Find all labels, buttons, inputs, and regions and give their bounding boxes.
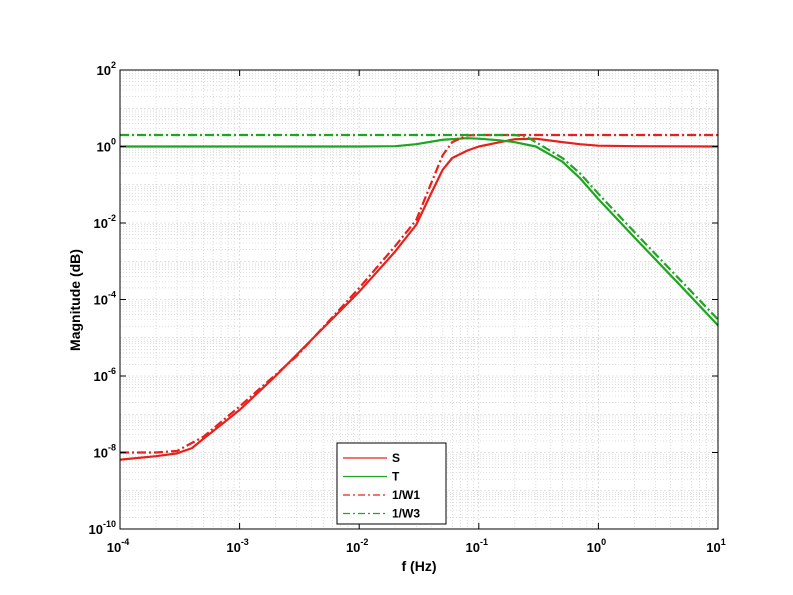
- series-line-1w1: [120, 133, 718, 454]
- legend: ST 1/W1 1/W3: [336, 442, 447, 525]
- y-tick-label: 10-6: [94, 366, 116, 384]
- legend-entry: 1/W1: [392, 488, 420, 502]
- y-tick-label: 100: [97, 137, 116, 155]
- y-tick-label: 102: [97, 60, 116, 78]
- x-tick-label: 100: [587, 537, 606, 555]
- axis-ticks: [119, 69, 719, 530]
- series-line-t: [120, 137, 719, 327]
- x-tick-label: 10-1: [466, 537, 488, 555]
- series-line-s: [119, 137, 719, 461]
- y-axis-label: Magnitude (dB): [67, 249, 83, 351]
- x-tick-label: 101: [706, 537, 725, 555]
- y-tick-label: 10-4: [94, 290, 116, 308]
- x-tick-label: 10-4: [107, 537, 129, 555]
- y-tick-labels: 10-10 10-8 10-6 10-4 10-2 100 102: [89, 60, 116, 537]
- series-lines: [119, 133, 719, 461]
- legend-box: [336, 442, 447, 525]
- legend-entry: 1/W3: [392, 507, 420, 521]
- x-axis-label: f (Hz): [402, 558, 437, 574]
- x-tick-label: 10-3: [226, 537, 248, 555]
- x-tick-labels: 10-4 10-3 10-2 10-1 100 101: [107, 537, 726, 555]
- y-tick-label: 10-10: [89, 519, 116, 537]
- legend-entry: S: [392, 451, 400, 465]
- y-tick-label: 10-8: [94, 443, 116, 461]
- x-tick-label: 10-2: [346, 537, 368, 555]
- legend-entry: T: [392, 470, 400, 484]
- series-line-1w3: [120, 133, 719, 321]
- y-tick-label: 10-2: [94, 213, 116, 231]
